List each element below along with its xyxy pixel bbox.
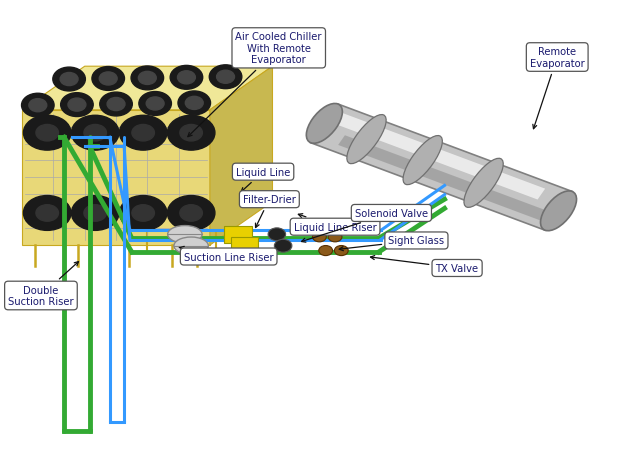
Ellipse shape bbox=[464, 159, 503, 208]
Circle shape bbox=[170, 66, 203, 90]
Circle shape bbox=[92, 67, 125, 91]
Circle shape bbox=[319, 246, 332, 256]
Text: Remote
Evaporator: Remote Evaporator bbox=[530, 47, 585, 129]
Circle shape bbox=[22, 94, 54, 118]
Text: Liquid Line: Liquid Line bbox=[236, 168, 291, 192]
Ellipse shape bbox=[168, 226, 202, 243]
Text: Liquid Line Riser: Liquid Line Riser bbox=[294, 214, 377, 232]
Circle shape bbox=[72, 196, 119, 231]
Text: Sight Glass: Sight Glass bbox=[339, 236, 444, 251]
Circle shape bbox=[178, 92, 211, 116]
Circle shape bbox=[268, 229, 285, 241]
Circle shape bbox=[180, 125, 203, 142]
Circle shape bbox=[100, 93, 132, 117]
Circle shape bbox=[167, 116, 215, 151]
Circle shape bbox=[53, 68, 85, 92]
Circle shape bbox=[84, 125, 106, 142]
Circle shape bbox=[60, 73, 78, 86]
Text: Filter-Drier: Filter-Drier bbox=[243, 195, 296, 228]
Text: Double
Suction Riser: Double Suction Riser bbox=[8, 262, 78, 307]
Circle shape bbox=[139, 72, 156, 85]
Text: TX Valve: TX Valve bbox=[370, 256, 479, 274]
Circle shape bbox=[210, 66, 242, 90]
Circle shape bbox=[131, 67, 163, 90]
Circle shape bbox=[36, 205, 58, 222]
Circle shape bbox=[132, 205, 154, 222]
Circle shape bbox=[328, 232, 342, 242]
Polygon shape bbox=[311, 105, 572, 231]
Polygon shape bbox=[332, 112, 545, 200]
Circle shape bbox=[72, 116, 119, 151]
Circle shape bbox=[146, 98, 164, 111]
Circle shape bbox=[139, 92, 172, 116]
Circle shape bbox=[36, 125, 58, 142]
Ellipse shape bbox=[347, 115, 386, 164]
Circle shape bbox=[167, 196, 215, 231]
Circle shape bbox=[120, 196, 167, 231]
FancyBboxPatch shape bbox=[230, 238, 258, 255]
FancyBboxPatch shape bbox=[224, 227, 252, 244]
Circle shape bbox=[29, 100, 47, 112]
Circle shape bbox=[216, 71, 234, 84]
Polygon shape bbox=[338, 136, 551, 223]
Ellipse shape bbox=[174, 237, 208, 255]
Circle shape bbox=[334, 246, 348, 256]
Circle shape bbox=[313, 232, 326, 242]
Polygon shape bbox=[22, 111, 210, 246]
Circle shape bbox=[107, 98, 125, 112]
Circle shape bbox=[84, 205, 106, 222]
Circle shape bbox=[132, 125, 154, 142]
Circle shape bbox=[23, 116, 71, 151]
Circle shape bbox=[120, 116, 167, 151]
Circle shape bbox=[180, 205, 203, 222]
Text: Solenoid Valve: Solenoid Valve bbox=[301, 208, 428, 243]
Circle shape bbox=[177, 72, 196, 85]
Ellipse shape bbox=[541, 191, 577, 231]
Circle shape bbox=[68, 99, 86, 112]
Circle shape bbox=[274, 240, 292, 252]
Text: Suction Line Riser: Suction Line Riser bbox=[179, 247, 273, 262]
Circle shape bbox=[99, 73, 117, 86]
Circle shape bbox=[23, 196, 71, 231]
Ellipse shape bbox=[403, 136, 442, 185]
Polygon shape bbox=[210, 67, 272, 246]
Circle shape bbox=[185, 97, 203, 110]
Text: Air Cooled Chiller
With Remote
Evaporator: Air Cooled Chiller With Remote Evaporato… bbox=[188, 32, 322, 137]
Circle shape bbox=[61, 94, 93, 117]
Polygon shape bbox=[22, 67, 272, 111]
Ellipse shape bbox=[306, 104, 342, 144]
